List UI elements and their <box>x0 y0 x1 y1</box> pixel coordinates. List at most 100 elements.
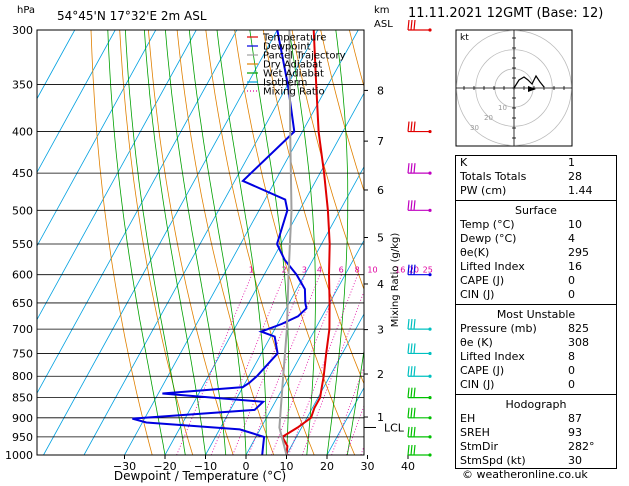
isotherm-line <box>37 30 197 321</box>
wind-barb <box>407 407 432 420</box>
mixing-ratio-line <box>301 290 364 455</box>
storm-motion-marker <box>528 86 536 92</box>
index-value: 16 <box>568 260 582 273</box>
index-label: CAPE (J) <box>460 274 505 287</box>
index-value: 30 <box>568 454 582 467</box>
index-row: CAPE (J) 0 <box>456 274 616 288</box>
index-label: CAPE (J) <box>460 364 505 377</box>
legend-label: Dewpoint <box>263 42 311 53</box>
index-value: 0 <box>568 288 575 301</box>
index-value: 93 <box>568 426 582 439</box>
wind-barb <box>407 444 432 457</box>
index-row: StmDir 282° <box>456 440 616 454</box>
date-label: 11.11.2021 12GMT (Base: 12) <box>408 6 604 21</box>
series-dewpoint <box>132 30 308 455</box>
mixing-ratio-label: 6 <box>339 266 344 275</box>
legend-label: Wet Adiabat <box>263 69 324 80</box>
isotherm-line <box>37 30 116 174</box>
index-value: 10 <box>568 218 582 231</box>
temp-tick-label: −20 <box>153 460 176 473</box>
asl-label: ASL <box>374 19 393 30</box>
index-row: θe(K) 295 <box>456 246 616 260</box>
isotherm-line <box>205 165 364 455</box>
x-axis-label: Dewpoint / Temperature (°C) <box>114 469 286 483</box>
index-value: 0 <box>568 364 575 377</box>
index-value: 0 <box>568 378 575 391</box>
pressure-tick-label: 550 <box>12 238 33 251</box>
index-label: PW (cm) <box>460 184 507 197</box>
index-label: CIN (J) <box>460 378 495 391</box>
index-value: 1 <box>568 156 575 169</box>
dry-adiabat-line <box>320 30 364 192</box>
legend-label: Parcel Trajectory <box>263 51 346 62</box>
isotherm-line <box>83 30 319 455</box>
wind-barb <box>407 121 432 134</box>
km-tick-label: 8 <box>377 84 384 97</box>
pressure-tick-label: 950 <box>12 431 33 444</box>
pressure-tick-label: 350 <box>12 78 33 91</box>
km-tick-label: 5 <box>377 231 384 244</box>
index-row: EH 87 <box>456 412 616 426</box>
wind-barb <box>407 343 432 356</box>
isotherm-line <box>124 30 359 455</box>
pressure-tick-label: 900 <box>12 412 33 425</box>
index-value: 308 <box>568 336 589 349</box>
km-tick-label: 2 <box>377 368 384 381</box>
index-value: 282° <box>568 440 595 453</box>
wind-barb <box>407 366 432 378</box>
pressure-tick-label: 300 <box>12 24 33 37</box>
hodograph-ring-label: 10 <box>498 104 507 112</box>
index-label: SREH <box>460 426 490 439</box>
wind-barb <box>407 264 432 277</box>
legend-label: Dry Adiabat <box>263 60 322 71</box>
mixing-ratio-line <box>210 274 285 455</box>
temp-tick-label: −30 <box>113 460 136 473</box>
temp-tick-label: 40 <box>401 460 415 473</box>
lcl-label: LCL <box>384 421 405 434</box>
wind-barb <box>407 426 432 439</box>
km-tick-label: 4 <box>377 278 384 291</box>
km-tick-label: 7 <box>377 135 384 148</box>
index-row: Lifted Index 16 <box>456 260 616 274</box>
indices-table: K 1 Totals Totals 28 PW (cm) 1.44 Surface Tem… <box>455 155 617 469</box>
isotherm-line <box>37 30 157 247</box>
wet-adiabat-line <box>125 30 186 455</box>
mixing-ratio-label: 4 <box>317 266 322 275</box>
hodograph-kt-label: kt <box>460 33 469 43</box>
index-row: Lifted Index 8 <box>456 350 616 364</box>
dry-adiabat-line <box>291 30 364 291</box>
pressure-tick-label: 800 <box>12 370 33 383</box>
index-label: Dewp (°C) <box>460 232 517 245</box>
pressure-tick-label: 400 <box>12 126 33 139</box>
series-parcel-trajectory <box>278 30 293 455</box>
temp-tick-label: 10 <box>280 460 294 473</box>
index-label: Totals Totals <box>460 170 527 183</box>
index-label: CIN (J) <box>460 288 495 301</box>
pressure-tick-label: 700 <box>12 323 33 336</box>
isotherm-line <box>43 30 278 455</box>
pressure-tick-label: 850 <box>12 392 33 405</box>
wet-adiabat-line <box>346 347 364 455</box>
mixing-ratio-line <box>176 274 253 455</box>
index-value: 87 <box>568 412 582 425</box>
hpa-label: hPa <box>17 5 35 16</box>
index-label: θe(K) <box>460 246 490 259</box>
surface-title: Surface <box>515 204 557 217</box>
mixing-ratio-line <box>271 274 342 455</box>
index-value: 4 <box>568 232 575 245</box>
mixing-ratio-label: 16 <box>395 266 405 275</box>
index-label: Temp (°C) <box>460 218 515 231</box>
mixing-ratio-axis-label: Mixing Ratio (g/kg) <box>390 233 401 328</box>
pressure-tick-label: 750 <box>12 347 33 360</box>
mixing-ratio-label: 2 <box>282 266 287 275</box>
index-value: 1.44 <box>568 184 593 197</box>
index-row: θe (K) 308 <box>456 336 616 350</box>
pressure-tick-label: 650 <box>12 297 33 310</box>
mixing-ratio-label: 1 <box>249 266 254 275</box>
km-label: km <box>374 5 390 16</box>
index-label: K <box>460 156 468 169</box>
pressure-tick-label: 600 <box>12 269 33 282</box>
index-row: CIN (J) 0 <box>456 288 616 302</box>
mixing-ratio-line <box>288 274 359 455</box>
pressure-tick-label: 1000 <box>5 449 33 462</box>
